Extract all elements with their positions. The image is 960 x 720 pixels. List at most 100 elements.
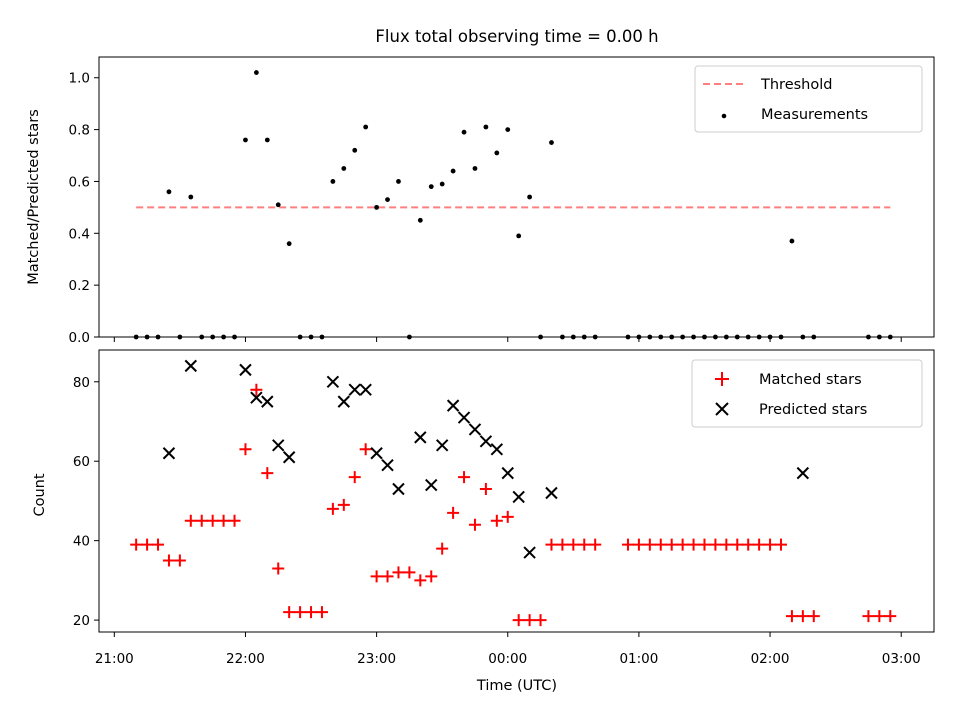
matched-star-point — [294, 606, 307, 619]
matched-star-point — [184, 514, 197, 527]
predicted-star-point — [359, 383, 372, 396]
measurement-point — [330, 179, 336, 184]
bottom-x-tick-label: 22:00 — [226, 651, 265, 667]
bottom-y-tick-label: 40 — [73, 534, 90, 550]
predicted-star-point — [523, 546, 536, 559]
top-y-axis-label: Matched/Predicted stars — [26, 109, 42, 285]
predicted-star-point — [337, 395, 351, 408]
bottom-x-tick-label: 02:00 — [751, 651, 790, 667]
matched-star-point — [250, 383, 263, 396]
predicted-star-point — [381, 458, 394, 472]
matched-star-point — [479, 483, 492, 496]
measurement-point — [374, 204, 380, 210]
matched-star-point — [228, 514, 241, 527]
matched-star-point — [643, 538, 656, 551]
bottom-x-ticks: 21:00 22:00 23:00 00:00 01:00 02:00 03:00 — [95, 632, 921, 667]
matched-star-point — [807, 610, 820, 623]
matched-star-point — [785, 610, 798, 623]
matched-star-point — [512, 614, 525, 627]
predicted-star-point — [414, 431, 427, 444]
measurement-point — [549, 140, 554, 145]
top-y-tick-label: 0.6 — [69, 174, 90, 190]
matched-star-point — [698, 538, 711, 551]
top-y-tick-label: 0.2 — [69, 278, 90, 294]
bottom-x-tick-label: 03:00 — [882, 651, 921, 667]
matched-star-point — [458, 471, 471, 484]
matched-star-point — [884, 610, 897, 623]
matched-star-point — [162, 554, 175, 567]
measurement-point — [385, 197, 390, 202]
matched-star-point — [130, 538, 143, 551]
matched-star-point — [731, 538, 744, 551]
matched-star-point — [523, 614, 536, 627]
matched-star-point — [567, 538, 580, 551]
top-y-tick-label: 0.8 — [69, 123, 90, 139]
top-legend: Threshold Measurements — [694, 65, 923, 133]
legend-threshold-label: Threshold — [760, 77, 832, 93]
bottom-y-ticks: 20 40 60 80 — [73, 375, 99, 629]
matched-star-point — [774, 538, 787, 551]
measurement-point — [363, 124, 369, 130]
matched-star-point — [315, 606, 328, 619]
measurement-point — [166, 189, 172, 195]
predicted-star-point — [162, 447, 176, 460]
matched-star-point — [217, 514, 230, 527]
matched-star-point — [436, 542, 449, 555]
top-legend-box — [694, 65, 923, 133]
bottom-x-tick-label: 01:00 — [619, 651, 658, 667]
matched-star-point — [381, 570, 394, 583]
measurement-point — [264, 137, 270, 143]
measurement-point — [417, 217, 423, 223]
predicted-star-point — [446, 399, 460, 412]
legend-measurements-label: Measurements — [761, 107, 868, 123]
matched-star-point — [621, 538, 634, 551]
predicted-star-point — [250, 391, 263, 404]
matched-star-point — [392, 566, 405, 579]
predicted-stars-legend-swatch — [715, 402, 729, 416]
matched-star-point — [239, 443, 252, 456]
matched-star-point — [468, 518, 481, 531]
measurement-point — [483, 124, 489, 130]
matched-stars-legend-swatch — [715, 372, 729, 386]
matched-star-point — [753, 538, 766, 551]
predicted-star-point — [796, 466, 810, 480]
matched-star-point — [501, 510, 514, 523]
matched-star-point — [370, 570, 383, 583]
measurement-point — [286, 241, 292, 247]
matched-star-point — [676, 538, 689, 551]
measurement-point — [188, 194, 194, 200]
predicted-star-point — [545, 486, 558, 500]
matched-star-point — [348, 471, 361, 484]
predicted-star-point — [490, 443, 504, 456]
matched-star-point — [578, 538, 591, 551]
measurement-point — [789, 238, 795, 244]
top-plot-area — [133, 70, 893, 340]
matched-star-point — [687, 538, 700, 551]
predicted-star-point — [457, 411, 471, 424]
matched-star-point — [425, 570, 438, 583]
predicted-star-point — [282, 451, 296, 464]
bottom-x-tick-label: 23:00 — [357, 651, 396, 667]
matched-star-point — [359, 443, 372, 456]
predicted-star-point — [272, 439, 285, 452]
matched-star-point — [862, 610, 875, 623]
matched-star-point — [261, 467, 274, 480]
matched-star-point — [173, 554, 186, 567]
matched-star-point — [283, 606, 296, 619]
chart-title: Flux total observing time = 0.00 h — [375, 27, 658, 46]
matched-star-point — [796, 610, 809, 623]
matched-star-point — [665, 538, 678, 551]
matched-star-point — [534, 614, 547, 627]
matched-star-point — [414, 574, 427, 587]
measurement-point — [275, 202, 281, 208]
matched-star-point — [206, 514, 219, 527]
top-x-ticks — [113, 337, 902, 342]
matched-star-point — [873, 610, 886, 623]
top-y-ticks: 0.0 0.2 0.4 0.6 0.8 1.0 — [69, 71, 99, 346]
matched-star-point — [403, 566, 416, 579]
matched-star-point — [447, 506, 460, 519]
matched-star-point — [195, 514, 208, 527]
matched-star-point — [589, 538, 602, 551]
predicted-star-point — [326, 375, 340, 388]
